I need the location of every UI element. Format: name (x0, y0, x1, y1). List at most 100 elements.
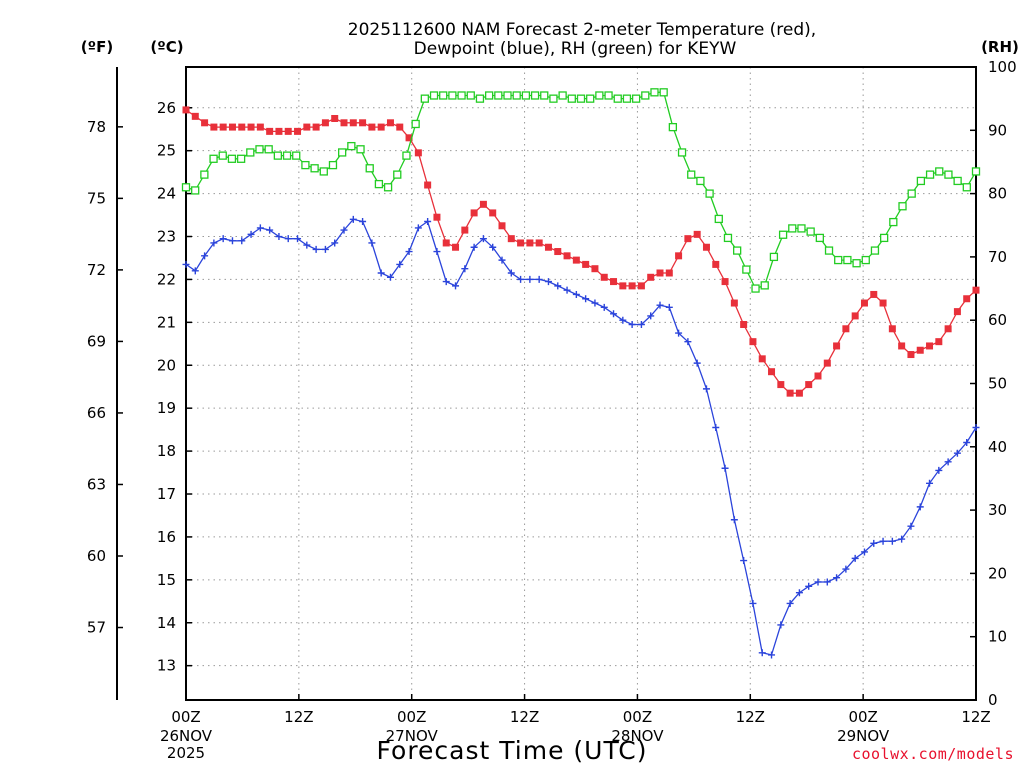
temperature-point-6 (238, 123, 246, 131)
rh-point-6 (236, 154, 246, 163)
dewpoint-point-0 (182, 260, 190, 268)
x-tick-date-0: 26NOV (160, 727, 213, 745)
dewpoint-point-20 (368, 239, 376, 247)
temperature-point-84 (963, 295, 971, 303)
temperature-point-42 (572, 256, 580, 264)
rh-point-62 (751, 284, 760, 293)
rh-point-79 (907, 189, 916, 198)
celsius-tick-label-24: 24 (157, 185, 176, 203)
rh-point-18 (347, 141, 356, 151)
rh-tick-label-30: 30 (988, 501, 1007, 519)
temperature-point-33 (489, 209, 497, 217)
dewpoint-point-28 (442, 278, 450, 286)
dewpoint-point-26 (424, 217, 432, 225)
dewpoint-point-70 (833, 574, 841, 582)
dewpoint-point-57 (712, 423, 720, 431)
dewpoint-point-71 (842, 565, 850, 573)
temperature-point-19 (359, 119, 367, 127)
rh-point-44 (586, 94, 595, 103)
temperature-point-82 (944, 325, 952, 333)
temperature-point-65 (786, 389, 794, 397)
dewpoint-point-83 (953, 449, 961, 457)
credit-text: coolwx.com/models (852, 745, 1014, 763)
rh-point-72 (843, 255, 852, 265)
dewpoint-point-77 (898, 535, 906, 543)
rh-point-29 (448, 91, 457, 100)
dewpoint-point-40 (554, 282, 562, 290)
dewpoint-point-76 (888, 537, 896, 545)
dewpoint-point-12 (294, 235, 302, 243)
temperature-point-70 (833, 342, 841, 350)
rh-point-13 (301, 160, 310, 170)
rh-point-24 (402, 151, 411, 160)
rh-point-0 (181, 183, 191, 192)
rh-point-68 (806, 227, 815, 236)
temperature-point-80 (926, 342, 934, 350)
rh-point-3 (209, 154, 218, 163)
rh-tick-label-90: 90 (988, 121, 1007, 139)
temperature-point-34 (498, 222, 506, 230)
rh-point-21 (374, 179, 384, 189)
fahrenheit-tick-label-63: 63 (87, 475, 106, 493)
x-tick-label-7: 12Z (961, 708, 990, 726)
rh-point-59 (723, 233, 733, 243)
rh-point-82 (935, 167, 944, 176)
rh-point-27 (429, 91, 439, 100)
dewpoint-point-46 (610, 310, 618, 318)
temperature-point-5 (228, 123, 236, 131)
temperature-point-30 (461, 226, 469, 234)
rh-point-46 (604, 91, 613, 100)
temperature-point-23 (396, 123, 404, 131)
temperature-point-45 (600, 273, 608, 281)
rh-point-23 (393, 170, 402, 179)
fahrenheit-unit-label: (ºF) (81, 38, 113, 56)
dewpoint-point-56 (702, 385, 710, 393)
dewpoint-point-45 (600, 303, 608, 311)
dewpoint-point-72 (851, 554, 859, 562)
temperature-point-20 (368, 123, 376, 131)
dewpoint-point-41 (563, 286, 571, 294)
temperature-point-72 (851, 312, 859, 320)
temperature-point-52 (665, 269, 673, 277)
dewpoint-point-42 (572, 290, 580, 298)
rh-point-66 (788, 224, 797, 233)
rh-point-54 (677, 148, 687, 157)
rh-tick-label-20: 20 (988, 564, 1007, 582)
rh-point-61 (742, 265, 751, 274)
rh-point-75 (870, 246, 880, 255)
dewpoint-point-17 (340, 226, 348, 234)
temperature-point-18 (349, 119, 357, 127)
rh-point-56 (696, 176, 705, 186)
temperature-point-49 (637, 282, 645, 290)
celsius-tick-label-16: 16 (157, 528, 176, 546)
x-axis-title: Forecast Time (UTC) (377, 736, 648, 765)
rh-point-28 (439, 91, 448, 100)
rh-point-26 (420, 94, 429, 103)
temperature-point-29 (452, 243, 460, 251)
temperature-point-68 (814, 372, 822, 380)
grid-lines (186, 67, 976, 700)
temperature-point-48 (628, 282, 636, 290)
rh-point-81 (925, 170, 935, 179)
temperature-point-44 (591, 265, 599, 273)
temperature-point-62 (758, 355, 766, 363)
temperature-point-16 (331, 114, 339, 122)
rh-point-17 (338, 148, 347, 157)
dewpoint-point-60 (740, 557, 748, 565)
series-line-dewpoint (185, 218, 977, 656)
temperature-point-64 (777, 381, 785, 389)
rh-point-11 (282, 151, 292, 160)
temperature-point-8 (256, 123, 264, 131)
temperature-point-73 (860, 299, 868, 307)
dewpoint-point-73 (860, 548, 868, 556)
rh-point-36 (512, 91, 521, 100)
rh-point-9 (264, 145, 273, 154)
temperature-point-83 (953, 308, 961, 316)
dewpoint-point-19 (359, 217, 367, 225)
x-tick-label-6: 00Z (848, 708, 877, 726)
temperature-point-60 (740, 320, 748, 328)
temperature-point-39 (544, 243, 552, 251)
dewpoint-point-35 (507, 269, 515, 277)
temperature-point-7 (247, 123, 255, 131)
